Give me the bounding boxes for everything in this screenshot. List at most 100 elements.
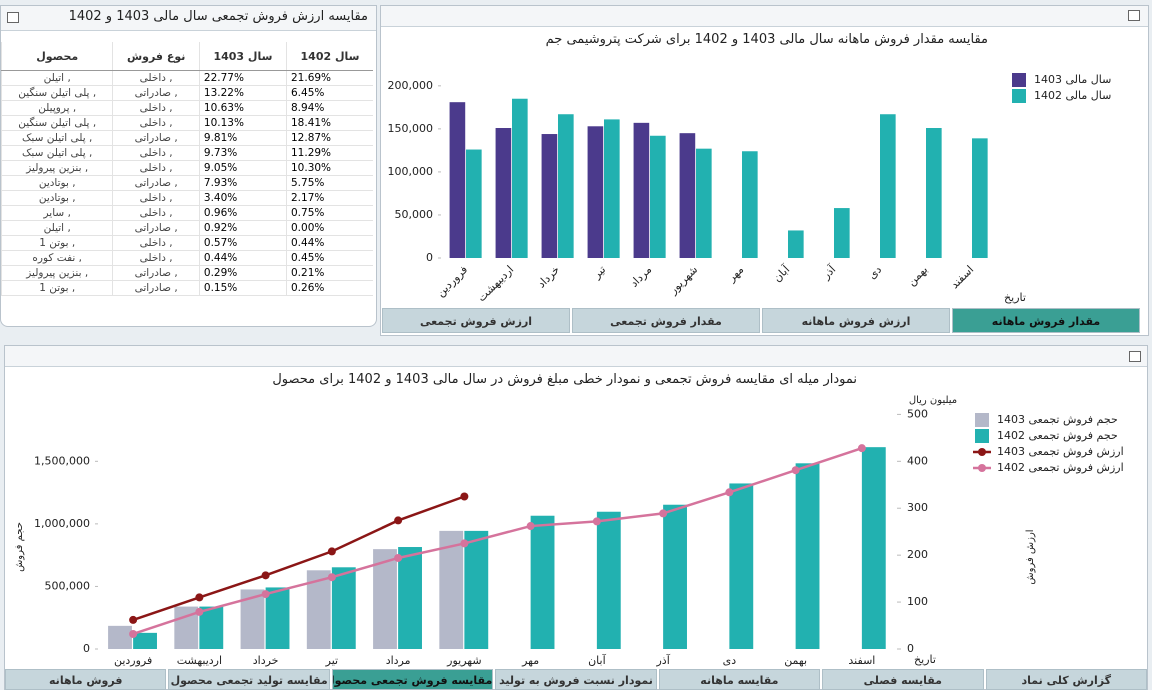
- top-tabs: ارزش فروش تجمعی مقدار فروش تجمعی ارزش فروش…: [382, 308, 1140, 333]
- tab[interactable]: مقایسه فصلی: [822, 669, 984, 690]
- legend-marker: [978, 464, 986, 472]
- table-cell: بوتادین ,: [0, 190, 113, 206]
- y2-unit: میلیون ریال: [909, 395, 957, 406]
- bar: [512, 98, 528, 258]
- table-cell: صادراتی ,: [112, 220, 200, 236]
- table-cell: 10.13%: [198, 115, 287, 131]
- table-cell: داخلی ,: [112, 160, 200, 176]
- table-cell: 0.26%: [286, 280, 373, 296]
- bar: [373, 549, 397, 649]
- line: [132, 446, 863, 636]
- column-header: محصول: [0, 42, 113, 71]
- table-cell: 7.93%: [198, 175, 287, 191]
- tab[interactable]: مقایسه تولید تجمعی محصول: [168, 669, 330, 690]
- tab[interactable]: فروش ماهانه: [5, 669, 167, 690]
- chart-title: مقایسه مقدار فروش ماهانه سال مالی 1403 و…: [545, 32, 988, 47]
- table-cell: 0.44%: [286, 235, 373, 251]
- bar: [541, 134, 558, 258]
- tab[interactable]: ارزش فروش ماهانه: [762, 308, 950, 333]
- legend-label: سال مالی 1403: [1034, 73, 1111, 86]
- title-bar: [1, 6, 376, 31]
- line-marker: [327, 547, 336, 556]
- x-tick-label: خرداد: [535, 263, 562, 290]
- x-tick-label: اردیبهشت: [475, 263, 516, 304]
- panel-title: مقایسه ارزش فروش تجمعی سال مالی 1403 و 1…: [68, 9, 368, 24]
- window-icon[interactable]: [7, 12, 19, 23]
- bar: [742, 151, 758, 258]
- table-cell: صادراتی ,: [112, 280, 200, 296]
- line-marker: [725, 488, 734, 497]
- line-marker: [659, 509, 668, 518]
- legend-label: ارزش فروش تجمعی 1402: [997, 461, 1124, 474]
- table-cell: بنزین پیرولیز ,: [0, 265, 113, 281]
- x-tick-label: اسفند: [848, 654, 875, 667]
- table-cell: 13.22%: [198, 85, 287, 101]
- table-cell: 9.05%: [198, 160, 287, 176]
- line-marker: [394, 516, 403, 525]
- line: [132, 495, 465, 622]
- tab[interactable]: ارزش فروش تجمعی: [382, 308, 570, 333]
- bar: [650, 135, 666, 258]
- x-tick-label: دی: [723, 654, 737, 667]
- legend-label: سال مالی 1402: [1034, 89, 1111, 102]
- column-header: نوع فروش: [112, 42, 200, 71]
- table-cell: بوتادین ,: [0, 175, 113, 191]
- table-cell: داخلی ,: [112, 205, 200, 221]
- x-tick-label: آذر: [655, 653, 670, 667]
- table-cell: 9.81%: [198, 130, 287, 146]
- table-cell: نفت کوره ,: [0, 250, 113, 266]
- table-cell: صادراتی ,: [112, 265, 200, 281]
- y-tick-label: 50,000: [395, 208, 434, 221]
- x-tick-label: آذر: [818, 262, 839, 283]
- bar: [729, 483, 754, 649]
- table-row: پلی اتیلن سبک , صادراتی , 9.81% 12.87%: [0, 130, 373, 146]
- line-marker: [195, 607, 204, 616]
- bar: [596, 511, 621, 649]
- table-cell: 0.15%: [198, 280, 287, 296]
- tab[interactable]: مقدار فروش تجمعی: [572, 308, 760, 333]
- table-cell: 0.44%: [198, 250, 287, 266]
- line-marker: [394, 553, 403, 562]
- table-cell: 0.29%: [198, 265, 287, 281]
- table-row: پلی اتیلن سبک , داخلی , 9.73% 11.29%: [0, 145, 373, 161]
- window-icon[interactable]: [1129, 351, 1141, 362]
- y2-axis-label: ارزش فروش: [1025, 529, 1036, 584]
- y2-tick-label: 100: [907, 595, 928, 608]
- line-marker: [791, 466, 800, 475]
- table-row: پلی اتیلن سنگین , داخلی , 10.13% 18.41%: [0, 115, 373, 131]
- table-cell: بوتن 1 ,: [0, 280, 113, 296]
- table-row: بنزین پیرولیز , صادراتی , 0.29% 0.21%: [0, 265, 373, 281]
- tab[interactable]: مقایسه ماهانه: [658, 669, 821, 690]
- tab[interactable]: مقایسه فروش تجمعی محصول: [331, 669, 494, 690]
- legend-label: حجم فروش تجمعی 1403: [997, 413, 1118, 426]
- bar: [604, 119, 620, 259]
- y-tick-label: 1,000,000: [34, 517, 90, 530]
- table-cell: 0.45%: [286, 250, 373, 266]
- table-cell: داخلی ,: [112, 250, 200, 266]
- table-cell: 21.69%: [286, 70, 373, 86]
- bar: [306, 570, 331, 649]
- tab[interactable]: مقدار فروش ماهانه: [952, 308, 1140, 333]
- table-cell: بوتن 1 ,: [0, 235, 113, 251]
- table-cell: 0.75%: [286, 205, 373, 221]
- bar: [834, 208, 850, 258]
- table-row: اتیلن , صادراتی , 0.92% 0.00%: [0, 220, 373, 236]
- line-marker: [129, 629, 138, 638]
- table-cell: 0.92%: [198, 220, 287, 236]
- bar: [663, 504, 687, 649]
- title-bar: [5, 346, 1147, 367]
- table-cell: 0.57%: [198, 235, 287, 251]
- y-tick-label: 500,000: [45, 579, 91, 592]
- bar: [788, 230, 804, 258]
- line-marker: [526, 522, 535, 531]
- line-marker: [460, 539, 469, 548]
- window-icon[interactable]: [1128, 10, 1140, 21]
- tab[interactable]: نمودار نسبت فروش به تولید: [495, 669, 657, 690]
- table-cell: پلی اتیلن سنگین ,: [0, 115, 113, 131]
- tab[interactable]: گزارش کلی نماد: [985, 669, 1147, 690]
- line-marker: [261, 590, 270, 599]
- y2-tick-label: 0: [907, 642, 914, 655]
- bar: [633, 122, 650, 258]
- table-cell: پلی اتیلن سبک ,: [0, 145, 113, 161]
